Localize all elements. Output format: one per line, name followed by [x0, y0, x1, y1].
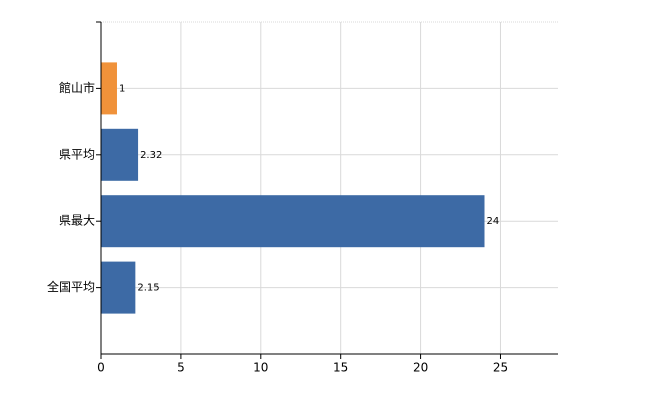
x-tick-label: 5 — [177, 361, 185, 375]
y-tick-label: 全国平均 — [47, 279, 95, 294]
bar — [101, 261, 136, 314]
value-label: 2.32 — [140, 150, 162, 161]
x-tick-label: 25 — [493, 361, 508, 375]
bar — [101, 128, 139, 181]
x-tick-label: 0 — [97, 361, 105, 375]
y-tick-label: 県最大 — [59, 214, 95, 228]
bar — [101, 62, 117, 115]
value-label: 1 — [119, 83, 125, 94]
x-tick-label: 20 — [413, 361, 428, 375]
y-tick-label: 県平均 — [59, 147, 95, 161]
value-label: 2.15 — [137, 283, 159, 294]
y-tick-label: 館山市 — [59, 80, 95, 95]
value-label: 24 — [486, 216, 499, 227]
x-tick-label: 10 — [253, 361, 268, 375]
bar — [101, 195, 485, 248]
x-tick-label: 15 — [333, 361, 348, 375]
